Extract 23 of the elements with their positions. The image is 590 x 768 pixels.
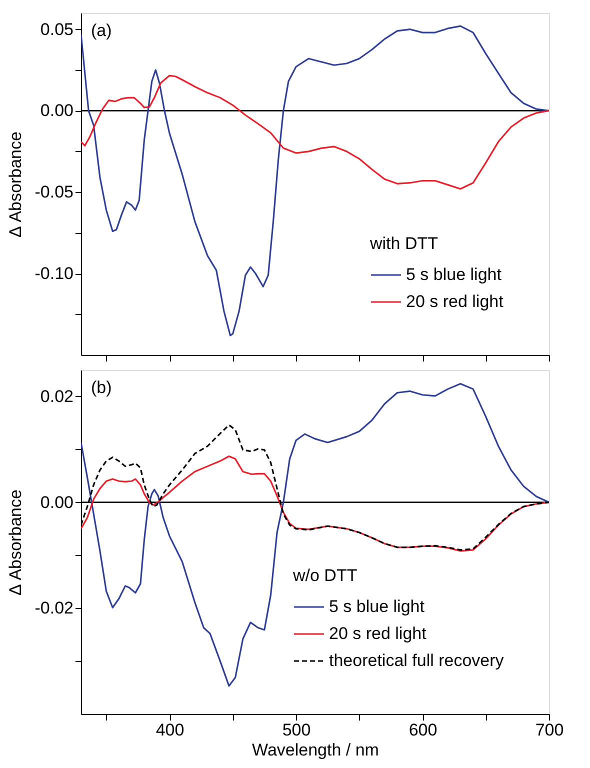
x-tick-label: 700 (535, 720, 564, 740)
x-tick-label: 500 (282, 720, 311, 740)
y-axis-title: Δ Absorbance (6, 132, 25, 238)
y-tick-label: 0.02 (40, 386, 74, 406)
annotation: (a) (91, 21, 112, 40)
y-tick-label: 0.05 (40, 20, 74, 39)
x-axis-title: Wavelength / nm (252, 740, 379, 760)
y-tick-label: -0.10 (34, 264, 74, 284)
annotation: (b) (91, 378, 112, 397)
legend-label: 5 s blue light (406, 265, 502, 284)
legend-title: w/o DTT (292, 566, 358, 585)
y-tick-label: 0.00 (40, 101, 74, 120)
legend-title: with DTT (369, 234, 438, 253)
legend-label: theoretical full recovery (329, 651, 504, 670)
x-tick-label: 600 (408, 720, 438, 740)
y-tick-label: 0.00 (40, 492, 74, 512)
x-tick-label: 400 (156, 720, 184, 740)
y-axis-title: Δ Absorbance (6, 490, 25, 596)
y-tick-label: -0.02 (34, 598, 74, 618)
legend-label: 20 s red light (406, 292, 504, 311)
y-tick-label: -0.05 (34, 182, 74, 202)
legend-label: 20 s red light (329, 624, 427, 643)
legend-label: 5 s blue light (329, 597, 425, 616)
